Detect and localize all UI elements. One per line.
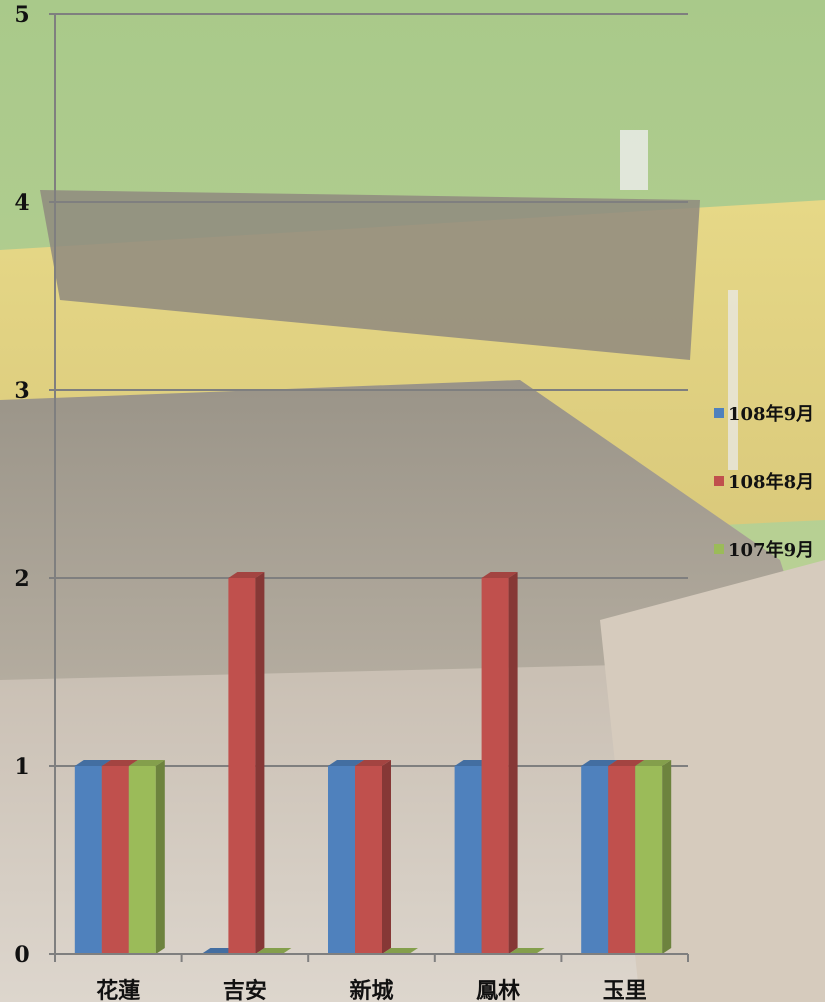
x-tick-label: 新城 (349, 978, 393, 1002)
legend-label: 107年9月 (728, 539, 814, 561)
x-tick-label: 玉里 (603, 978, 647, 1002)
bar-side (662, 760, 672, 954)
bar-top (74, 760, 111, 766)
bar-top (101, 760, 138, 766)
bar-top (481, 572, 518, 578)
bar (228, 572, 265, 954)
bar-front (74, 766, 102, 954)
bar-side (255, 572, 265, 954)
bar-side (155, 760, 165, 954)
bar-front (128, 766, 156, 954)
bar-top (328, 760, 364, 766)
legend-label: 108年8月 (728, 471, 814, 493)
bars (74, 572, 672, 954)
bar (128, 760, 165, 954)
bar-top (382, 948, 418, 954)
y-tick-label: 3 (14, 378, 29, 404)
legend-entry: 107年9月 (714, 539, 814, 561)
bar (508, 948, 545, 954)
y-tick-label: 1 (14, 754, 29, 780)
bar (382, 948, 418, 954)
legend-label: 108年9月 (728, 403, 814, 425)
bar-front (581, 766, 609, 954)
x-tick-label: 花蓮 (96, 978, 140, 1002)
x-tick-label: 鳳林 (476, 978, 520, 1002)
x-tick-label: 吉安 (223, 978, 267, 1002)
bar-top (128, 760, 165, 766)
bar (355, 760, 391, 954)
legend: 108年9月 108年8月 107年9月 (714, 403, 814, 561)
legend-swatch (714, 544, 724, 554)
legend-swatch (714, 476, 724, 486)
bar-top (581, 760, 618, 766)
legend-entry: 108年9月 (714, 403, 814, 425)
bar-top (508, 948, 545, 954)
bar-front (608, 766, 636, 954)
bar-front (454, 766, 482, 954)
bar-top (228, 572, 265, 578)
legend-entry: 108年8月 (714, 471, 814, 493)
bar-front (328, 766, 355, 954)
x-axis: 花蓮 吉安 新城 鳳林 玉里 (54, 953, 689, 1002)
y-tick-label: 0 (14, 942, 29, 968)
y-tick-label: 4 (14, 190, 29, 216)
bar-front (481, 578, 509, 954)
legend-swatch (714, 408, 724, 418)
bar-front (635, 766, 663, 954)
y-axis: 0 1 2 3 4 5 (14, 2, 56, 968)
bar (255, 948, 292, 954)
y-tick-label: 5 (14, 2, 29, 28)
bar-top (255, 948, 292, 954)
bar-side (382, 760, 391, 954)
bar-front (228, 578, 256, 954)
y-tick-label: 2 (14, 566, 29, 592)
bar (481, 572, 518, 954)
bar-top (355, 760, 391, 766)
bar-top (635, 760, 672, 766)
bar-side (508, 572, 518, 954)
bar (635, 760, 672, 954)
bar-top (608, 760, 645, 766)
bar-front (101, 766, 129, 954)
bar-front (355, 766, 382, 954)
